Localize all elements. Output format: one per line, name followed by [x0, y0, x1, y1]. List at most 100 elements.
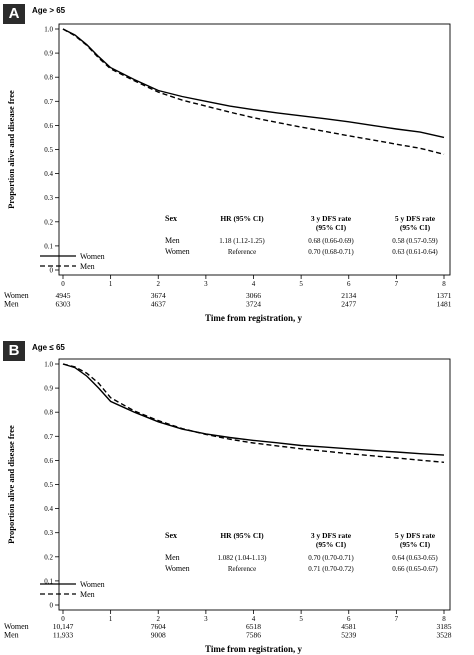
y-tick-label: 0.7 [44, 98, 53, 106]
table-cell: Men [165, 236, 180, 245]
table-cell: Women [165, 564, 190, 573]
x-axis-label: Time from registration, y [205, 644, 302, 654]
table-header: 3 y DFS rate [311, 214, 352, 223]
panel-b: B Age ≤ 65 0 0.1 0.2 0.3 0.4 0.5 0.6 0.7 0.8 0.9 1… [0, 328, 474, 655]
at-risk-value: 3185 [437, 622, 452, 631]
table-header: (95% CI) [316, 223, 347, 232]
x-tick-label: 8 [442, 615, 446, 623]
y-tick-label: 0.3 [44, 529, 53, 537]
y-tick-label: 0.6 [44, 457, 53, 465]
at-risk-value: 4637 [151, 300, 166, 309]
table-header: HR (95% CI) [220, 214, 264, 223]
y-tick-label: 0.2 [44, 218, 53, 226]
table-cell: Women [165, 247, 190, 256]
x-tick-label: 6 [347, 280, 351, 288]
at-risk-value: 6518 [246, 622, 261, 631]
y-tick-label: 0.5 [44, 146, 53, 154]
y-tick-label: 0.1 [44, 242, 53, 250]
at-risk-value: 5239 [341, 631, 356, 640]
x-tick-label: 0 [61, 615, 65, 623]
at-risk-label: Women [4, 291, 29, 300]
y-tick-label: 0.4 [44, 170, 53, 178]
table-cell: 1.082 (1.04-1.13) [218, 554, 268, 562]
table-header: Sex [165, 531, 177, 540]
table-header: 5 y DFS rate [395, 531, 436, 540]
panel-label: A [3, 4, 25, 24]
y-tick-label: 0.6 [44, 122, 53, 130]
legend-label: Men [80, 262, 95, 271]
table-header: 3 y DFS rate [311, 531, 352, 540]
y-tick-label: 0.8 [44, 74, 53, 82]
at-risk-value: 7604 [151, 622, 166, 631]
at-risk-value: 3724 [246, 300, 261, 309]
legend-label: Men [80, 590, 95, 599]
x-tick-label: 7 [395, 280, 399, 288]
series-men [62, 28, 445, 155]
y-tick-label: 0 [50, 267, 54, 275]
at-risk-label: Men [4, 300, 19, 309]
table-header: (95% CI) [316, 540, 347, 549]
y-axis-label: Proportion alive and disease free [6, 90, 16, 209]
table-cell: 0.70 (0.68-0.71) [308, 248, 354, 256]
table-cell: Reference [228, 248, 256, 256]
at-risk-value: 9008 [151, 631, 166, 640]
at-risk-value: 7586 [246, 631, 261, 640]
at-risk-label: Men [4, 631, 19, 640]
table-header: (95% CI) [400, 223, 431, 232]
x-tick-label: 0 [61, 280, 65, 288]
x-tick-label: 3 [204, 615, 208, 623]
x-tick-label: 6 [347, 615, 351, 623]
table-cell: 0.58 (0.57-0.59) [392, 237, 438, 245]
series-men [62, 363, 445, 463]
y-tick-label: 0 [50, 602, 54, 610]
table-cell: Reference [228, 565, 256, 573]
table-cell: Men [165, 553, 180, 562]
x-axis-label: Time from registration, y [205, 313, 302, 323]
at-risk-label: Women [4, 622, 29, 631]
at-risk-value: 10,147 [53, 622, 74, 631]
at-risk-value: 4581 [341, 622, 356, 631]
table-cell: 0.63 (0.61-0.64) [392, 248, 438, 256]
x-tick-label: 5 [299, 615, 303, 623]
y-tick-label: 0.9 [44, 50, 53, 58]
x-tick-label: 5 [299, 280, 303, 288]
table-header: 5 y DFS rate [395, 214, 436, 223]
y-tick-label: 0.3 [44, 194, 53, 202]
table-cell: 0.66 (0.65-0.67) [392, 565, 438, 573]
table-cell: 0.70 (0.70-0.71) [308, 554, 354, 562]
y-axis-label: Proportion alive and disease free [6, 425, 16, 544]
table-cell: 0.68 (0.66-0.69) [308, 237, 354, 245]
x-tick-label: 4 [252, 280, 256, 288]
panel-subtitle: Age > 65 [32, 6, 66, 15]
at-risk-value: 4945 [56, 291, 71, 300]
x-tick-label: 1 [109, 280, 113, 288]
at-risk-value: 3674 [151, 291, 166, 300]
km-chart-a: 0 0.1 0.2 0.3 0.4 0.5 0.6 0.7 0.8 0.9 1.0 0 1 2 3 4 5 6 7 8… [4, 23, 452, 323]
y-tick-label: 0.8 [44, 409, 53, 417]
series-women [62, 363, 445, 456]
legend-label: Women [80, 252, 105, 261]
at-risk-value: 2477 [341, 300, 356, 309]
km-chart-b: 0 0.1 0.2 0.3 0.4 0.5 0.6 0.7 0.8 0.9 1.0 0 1 2 3 4 5 6 7 8… [4, 358, 452, 654]
at-risk-value: 1481 [437, 300, 452, 309]
series-women [62, 28, 445, 139]
x-tick-label: 7 [395, 615, 399, 623]
y-tick-label: 0.5 [44, 481, 53, 489]
table-cell: 0.64 (0.63-0.65) [392, 554, 438, 562]
x-tick-label: 1 [109, 615, 113, 623]
x-tick-label: 8 [442, 280, 446, 288]
at-risk-value: 3066 [246, 291, 261, 300]
y-tick-label: 0.9 [44, 385, 53, 393]
panel-label: B [3, 341, 25, 361]
y-tick-label: 1.0 [44, 26, 53, 34]
table-header: Sex [165, 214, 177, 223]
x-tick-label: 3 [204, 280, 208, 288]
panel-a: A Age > 65 0 0.1 0.2 0.3 0.4 0.5 0.6 0.7 0.8 0.9 1… [0, 0, 474, 327]
x-tick-label: 2 [157, 280, 161, 288]
table-header: HR (95% CI) [220, 531, 264, 540]
y-tick-label: 0.4 [44, 505, 53, 513]
y-tick-label: 1.0 [44, 361, 53, 369]
panel-subtitle: Age ≤ 65 [32, 343, 65, 352]
at-risk-value: 11,933 [53, 631, 74, 640]
table-cell: 1.18 (1.12-1.25) [219, 237, 265, 245]
